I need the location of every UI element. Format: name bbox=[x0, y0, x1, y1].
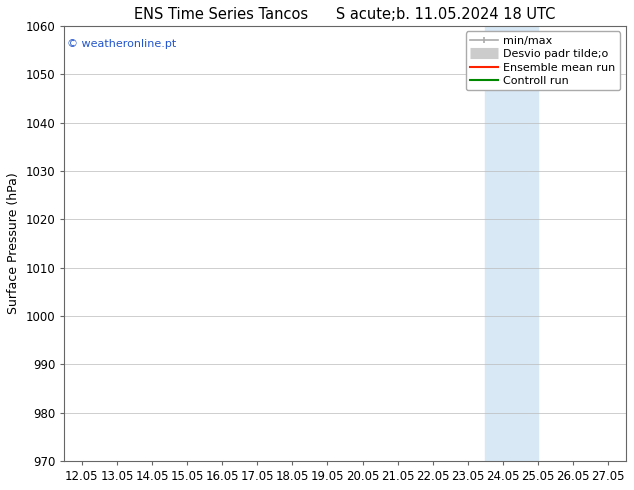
Text: © weatheronline.pt: © weatheronline.pt bbox=[67, 39, 176, 49]
Y-axis label: Surface Pressure (hPa): Surface Pressure (hPa) bbox=[7, 172, 20, 314]
Title: ENS Time Series Tancos      S acute;b. 11.05.2024 18 UTC: ENS Time Series Tancos S acute;b. 11.05.… bbox=[134, 7, 555, 22]
Legend: min/max, Desvio padr tilde;o, Ensemble mean run, Controll run: min/max, Desvio padr tilde;o, Ensemble m… bbox=[465, 31, 620, 90]
Bar bbox=[485, 26, 538, 461]
